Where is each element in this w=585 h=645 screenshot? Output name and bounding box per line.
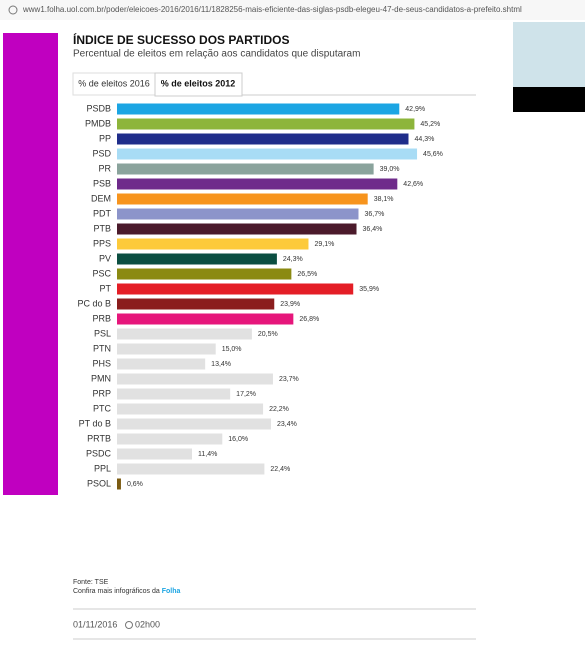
- category-label: PTB: [93, 223, 111, 233]
- category-label: PSOL: [87, 478, 111, 488]
- sidebar: [3, 33, 58, 495]
- category-label: PP: [99, 133, 111, 143]
- bar: [117, 358, 206, 370]
- bar: [117, 178, 398, 190]
- bar: [117, 388, 231, 400]
- value-label: 38,1%: [374, 196, 394, 203]
- category-label: PSD: [92, 148, 111, 158]
- bar: [117, 403, 264, 415]
- bar: [117, 343, 216, 355]
- category-label: PT do B: [79, 418, 111, 428]
- category-label: PSDB: [86, 103, 111, 113]
- category-label: PMN: [91, 373, 111, 383]
- info-icon: [8, 5, 18, 15]
- value-label: 16,0%: [228, 436, 248, 443]
- chart-subtitle: Percentual de eleitos em relação aos can…: [73, 49, 360, 60]
- bar: [117, 208, 359, 220]
- bar: [117, 463, 265, 475]
- category-label: DEM: [91, 193, 111, 203]
- value-label: 0,6%: [127, 481, 143, 488]
- value-label: 11,4%: [198, 451, 217, 458]
- value-label: 17,2%: [236, 391, 256, 398]
- more: Confira mais infográficos da: [73, 588, 160, 595]
- value-label: 24,3%: [283, 256, 303, 263]
- category-label: PPL: [94, 463, 111, 473]
- value-label: 22,2%: [269, 406, 289, 413]
- bar: [117, 373, 273, 385]
- category-label: PT: [99, 283, 111, 293]
- value-label: 23,9%: [280, 301, 300, 308]
- date: 01/11/2016: [73, 619, 117, 629]
- bar: [117, 238, 309, 250]
- category-label: PTC: [93, 403, 112, 413]
- tab-label[interactable]: % de eleitos 2016: [78, 78, 150, 88]
- bar: [117, 418, 271, 430]
- value-label: 36,4%: [363, 226, 383, 233]
- url: www1.folha.uol.com.br/poder/eleicoes-201…: [22, 5, 522, 14]
- brand-link[interactable]: Folha: [162, 588, 181, 595]
- tab-label[interactable]: % de eleitos 2012: [161, 78, 236, 88]
- category-label: PV: [99, 253, 111, 263]
- category-label: PPS: [93, 238, 111, 248]
- tab-active[interactable]: [154, 72, 243, 97]
- category-label: PSB: [93, 178, 111, 188]
- bar: [117, 478, 121, 490]
- clock-icon: [125, 621, 133, 629]
- bar: [117, 163, 374, 175]
- category-label: PC do B: [77, 298, 111, 308]
- source: Fonte: TSE: [73, 579, 109, 586]
- bars: PSDB 42,9% PMDB 45,2% PP 44,3% PSD 45,6% PR 39,0%…: [77, 103, 443, 490]
- bar: [117, 118, 415, 130]
- value-label: 29,1%: [314, 241, 334, 248]
- bar: [117, 253, 277, 265]
- category-label: PRB: [92, 313, 111, 323]
- category-label: PSL: [94, 328, 111, 338]
- value-label: 23,7%: [279, 376, 299, 383]
- bar: [117, 448, 193, 460]
- bar: [117, 193, 368, 205]
- value-label: 42,6%: [403, 181, 423, 188]
- category-label: PMDB: [85, 118, 111, 128]
- category-label: PTN: [93, 343, 111, 353]
- bar: [117, 103, 400, 115]
- value-label: 36,7%: [364, 211, 384, 218]
- ad-image: [513, 22, 585, 87]
- value-label: 45,2%: [420, 121, 440, 128]
- category-label: PSC: [92, 268, 111, 278]
- value-label: 44,3%: [414, 136, 434, 143]
- category-label: PSDC: [86, 448, 112, 458]
- value-label: 26,5%: [297, 271, 317, 278]
- value-label: 15,0%: [222, 346, 242, 353]
- ad-image-bottom: [513, 87, 585, 112]
- bar: [117, 133, 409, 145]
- category-label: PRTB: [87, 433, 111, 443]
- chart-title: ÍNDICE DE SUCESSO DOS PARTIDOS: [73, 32, 289, 47]
- bar: [117, 223, 357, 235]
- value-label: 23,4%: [277, 421, 297, 428]
- bar: [117, 298, 275, 310]
- value-label: 26,8%: [299, 316, 319, 323]
- bar: [117, 313, 294, 325]
- bar: [117, 148, 418, 160]
- value-label: 22,4%: [270, 466, 290, 473]
- time: 02h00: [135, 619, 160, 629]
- value-label: 35,9%: [359, 286, 379, 293]
- value-label: 45,6%: [423, 151, 443, 158]
- bar: [117, 433, 223, 445]
- category-label: PHS: [92, 358, 111, 368]
- address-bar[interactable]: [0, 0, 585, 20]
- bar: [117, 268, 292, 280]
- value-label: 39,0%: [380, 166, 400, 173]
- category-label: PRP: [92, 388, 111, 398]
- bar: [117, 328, 252, 340]
- category-label: PDT: [93, 208, 112, 218]
- category-label: PR: [98, 163, 111, 173]
- value-label: 13,4%: [211, 361, 231, 368]
- bar: [117, 283, 354, 295]
- value-label: 20,5%: [258, 331, 278, 338]
- more-text: Confira mais infográficos da Folha: [73, 588, 180, 595]
- value-label: 42,9%: [405, 106, 425, 113]
